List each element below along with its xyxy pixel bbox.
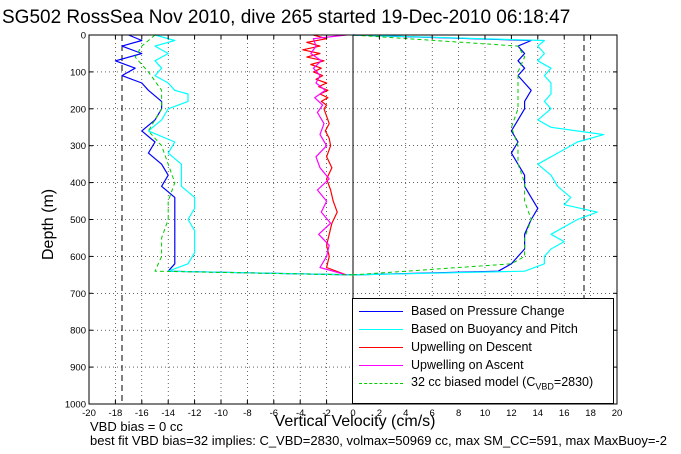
series-upwelling-on-ascent <box>310 34 347 276</box>
x-tick-label: -12 <box>188 408 202 419</box>
x-tick-label: 12 <box>506 408 517 419</box>
y-tick-label: 0 <box>81 31 86 42</box>
legend-item-model: 32 cc biased model (CVBD=2830) <box>359 374 593 392</box>
y-tick-label: 300 <box>70 141 86 152</box>
chart-title: SG502 RossSea Nov 2010, dive 265 started… <box>2 7 571 28</box>
legend-swatch-buoyancy <box>359 328 403 330</box>
series-32-cc-biased-model-ascent <box>352 34 532 276</box>
x-tick-label: -10 <box>214 408 228 419</box>
series-based-on-pressure-change-descent <box>114 34 354 276</box>
y-tick-label: 200 <box>70 104 86 115</box>
y-tick-label: 600 <box>70 252 86 263</box>
footer-vbd-bias: VBD bias = 0 cc <box>90 419 183 434</box>
legend-label-descent: Upwelling on Descent <box>411 340 532 354</box>
x-tick-label: 18 <box>585 408 596 419</box>
legend: Based on Pressure Change Based on Buoyan… <box>352 298 614 404</box>
x-tick-label: 4 <box>403 408 408 419</box>
x-tick-label: 14 <box>533 408 544 419</box>
x-tick-label: -14 <box>161 408 175 419</box>
x-tick-label: -4 <box>296 408 304 419</box>
y-tick-label: 400 <box>70 178 86 189</box>
legend-swatch-model <box>359 382 403 384</box>
x-tick-label: -16 <box>135 408 149 419</box>
series-based-on-buoyancy-and-pitch-ascent <box>352 34 605 276</box>
legend-label-pressure: Based on Pressure Change <box>411 304 565 318</box>
x-tick-label: -18 <box>109 408 123 419</box>
x-axis-label: Vertical Velocity (cm/s) <box>274 413 436 430</box>
legend-item-ascent: Upwelling on Ascent <box>359 356 524 374</box>
series-based-on-buoyancy-and-pitch-descent <box>147 34 354 276</box>
legend-swatch-pressure <box>359 310 403 312</box>
legend-item-buoyancy: Based on Buoyancy and Pitch <box>359 320 578 338</box>
x-tick-label: -20 <box>82 408 96 419</box>
y-tick-label: 100 <box>70 67 86 78</box>
legend-label-ascent: Upwelling on Ascent <box>411 358 524 372</box>
x-tick-label: -6 <box>270 408 278 419</box>
legend-item-descent: Upwelling on Descent <box>359 338 532 356</box>
y-tick-label: 800 <box>70 326 86 337</box>
y-axis-label: Depth (m) <box>40 188 57 260</box>
x-tick-label: 20 <box>612 408 623 419</box>
legend-label-buoyancy: Based on Buoyancy and Pitch <box>411 322 578 336</box>
legend-swatch-ascent <box>359 364 403 366</box>
x-tick-label: 6 <box>430 408 435 419</box>
x-tick-label: 10 <box>480 408 491 419</box>
x-tick-label: 8 <box>456 408 461 419</box>
x-tick-label: -8 <box>243 408 251 419</box>
y-tick-label: 900 <box>70 363 86 374</box>
series-upwelling-on-descent <box>302 34 347 276</box>
y-tick-label: 700 <box>70 289 86 300</box>
footer-best-fit: best fit VBD bias=32 implies: C_VBD=2830… <box>90 433 667 448</box>
y-tick-label: 500 <box>70 215 86 226</box>
legend-label-model: 32 cc biased model (CVBD=2830) <box>411 374 594 392</box>
x-tick-label: 16 <box>559 408 570 419</box>
x-tick-label: 2 <box>377 408 382 419</box>
x-tick-label: -2 <box>322 408 330 419</box>
y-tick-label: 1000 <box>65 400 86 411</box>
legend-swatch-descent <box>359 346 403 348</box>
legend-item-pressure: Based on Pressure Change <box>359 302 565 320</box>
x-tick-label: 0 <box>350 408 355 419</box>
